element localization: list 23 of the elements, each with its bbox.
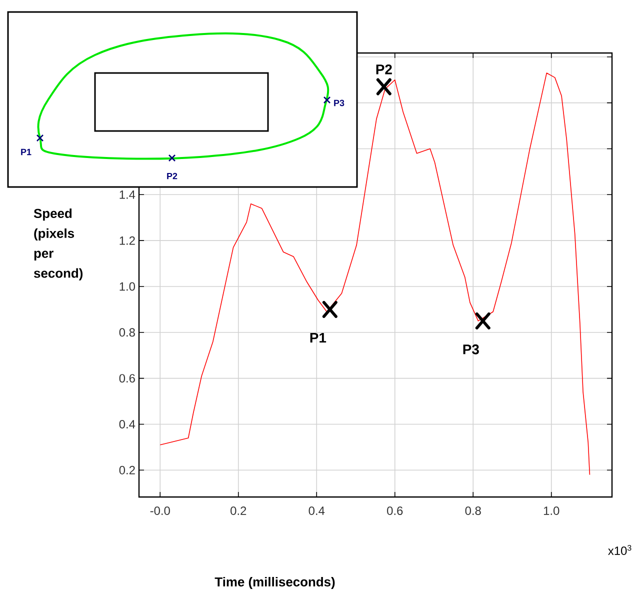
x-tick-label: 0.6 <box>387 506 403 515</box>
x-tick-label: 0.4 <box>308 506 325 515</box>
y-axis-title: Speed (pixels per second) <box>34 208 83 280</box>
text: P1 <box>21 148 32 156</box>
annotation: P3 <box>463 344 479 354</box>
annotation: P3 <box>334 100 344 106</box>
y-tick-label: 1.2 <box>120 236 135 245</box>
y-tick-label: 1.0 <box>120 282 136 291</box>
x-axis-title: Time (milliseconds) <box>214 576 335 590</box>
annotation: P1 <box>310 332 326 343</box>
y-tick-label: 0.4 <box>119 420 136 428</box>
annotation: P2 <box>167 172 178 180</box>
x-tick-label: 1.0 <box>544 506 560 515</box>
y-tick-label: 0.2 <box>119 466 135 474</box>
text: x10$^{3}$ <box>608 544 632 555</box>
y-tick-label: 0.6 <box>119 374 135 383</box>
annotation: P2 <box>376 64 392 74</box>
y-tick-label: 0.8 <box>119 328 135 337</box>
line-series <box>160 72 590 476</box>
x-tick-label: 0.8 <box>465 506 481 515</box>
x-tick-label: -0.0 <box>150 506 170 515</box>
x-tick-label: 0.2 <box>230 506 246 515</box>
y-tick-label: 1.4 <box>120 190 136 199</box>
